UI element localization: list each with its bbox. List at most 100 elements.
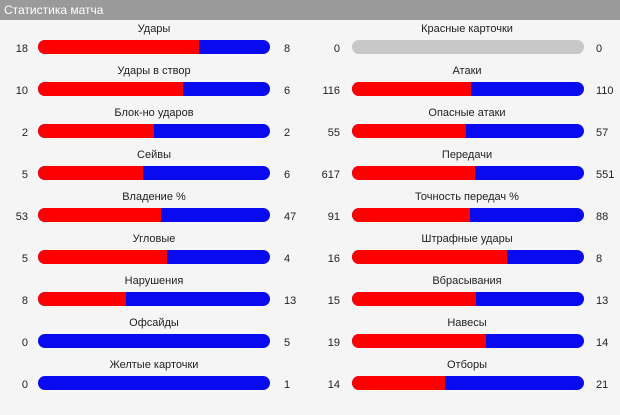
stat-row: Атаки 116 110 — [310, 48, 620, 97]
stat-away-value: 13 — [284, 295, 297, 307]
stat-bar — [352, 208, 584, 222]
stat-away-value: 6 — [284, 85, 291, 97]
stat-away-value: 88 — [596, 211, 609, 223]
stat-bar — [352, 166, 584, 180]
stat-bar — [352, 334, 584, 348]
stat-row: Вбрасывания 15 13 — [310, 258, 620, 307]
stat-away-value: 110 — [596, 85, 614, 97]
stat-bar — [38, 334, 270, 348]
stat-home-value: 0 — [333, 43, 340, 55]
stat-row: Удары 18 8 — [0, 6, 310, 55]
stat-away-value: 47 — [284, 211, 297, 223]
stat-row: Штрафные удары 16 8 — [310, 216, 620, 265]
stat-bar-home-fill — [352, 208, 470, 222]
stat-away-value: 6 — [284, 169, 291, 181]
stat-row: Нарушения 8 13 — [0, 258, 310, 307]
stat-home-value: 0 — [21, 337, 28, 349]
stat-bar — [38, 166, 270, 180]
stat-bar — [38, 208, 270, 222]
stat-away-value: 8 — [596, 253, 603, 265]
stat-bar — [352, 40, 584, 54]
header-title: Статистика матча — [4, 3, 104, 17]
stat-bar-home-fill — [38, 82, 183, 96]
stat-home-value: 0 — [21, 379, 28, 391]
stats-column-left: Удары 18 8 Удары в створ 10 6 Блок-но ударов 2 2… — [0, 20, 310, 415]
stat-bar — [38, 124, 270, 138]
stat-bar-home-fill — [352, 124, 466, 138]
stat-home-value: 53 — [15, 211, 28, 223]
stat-label: Удары — [137, 23, 171, 35]
stat-home-value: 91 — [327, 211, 340, 223]
stat-label: Опасные атаки — [428, 107, 506, 119]
stat-label: Удары в створ — [117, 65, 191, 77]
stat-label: Угловые — [132, 233, 176, 245]
stat-label: Атаки — [452, 65, 482, 77]
match-stats-header: Статистика матча — [0, 0, 620, 20]
stat-home-value: 617 — [321, 169, 340, 181]
stat-row: Угловые 5 4 — [0, 216, 310, 265]
stat-away-value: 551 — [596, 169, 615, 181]
stat-home-value: 19 — [327, 337, 340, 349]
stat-row: Опасные атаки 55 57 — [310, 90, 620, 139]
stat-row: Блок-но ударов 2 2 — [0, 90, 310, 139]
stats-column-right: Красные карточки 0 0 Атаки 116 110 Опасные ата… — [310, 20, 620, 415]
stat-bar-home-fill — [352, 82, 472, 96]
stat-label: Желтые карточки — [109, 359, 199, 371]
stat-bar — [38, 250, 270, 264]
stat-label: Штрафные удары — [421, 233, 513, 245]
stat-home-value: 10 — [15, 85, 28, 97]
stat-away-value: 1 — [284, 379, 291, 391]
stat-away-value: 5 — [284, 337, 291, 349]
stat-bar-home-fill — [38, 208, 161, 222]
stat-away-value: 14 — [596, 337, 609, 349]
stat-bar — [38, 292, 270, 306]
stat-row: Точность передач % 91 88 — [310, 174, 620, 223]
stat-home-value: 18 — [15, 43, 28, 55]
stat-bar-home-fill — [38, 292, 127, 306]
stat-label: Отборы — [446, 359, 488, 371]
stat-home-value: 2 — [21, 127, 28, 139]
stat-bar-home-fill — [352, 250, 507, 264]
stat-label: Сейвы — [137, 149, 171, 161]
stat-label: Блок-но ударов — [114, 107, 194, 119]
stat-label: Вбрасывания — [432, 275, 502, 287]
stat-label: Владение % — [122, 191, 186, 203]
stat-row: Передачи 617 551 — [310, 132, 620, 181]
stat-bar — [352, 376, 584, 390]
stat-label: Нарушения — [124, 275, 184, 287]
stat-row: Удары в створ 10 6 — [0, 48, 310, 97]
stat-home-value: 14 — [327, 379, 340, 391]
stat-bar-home-fill — [352, 292, 477, 306]
stat-bar — [352, 292, 584, 306]
stat-label: Офсайды — [129, 317, 179, 329]
stat-away-value: 57 — [596, 127, 609, 139]
stat-row: Отборы 14 21 — [310, 342, 620, 391]
stat-row: Желтые карточки 0 1 — [0, 342, 310, 391]
stat-bar-home-fill — [38, 40, 199, 54]
stat-away-value: 8 — [284, 43, 291, 55]
stat-row: Навесы 19 14 — [310, 300, 620, 349]
stat-label: Навесы — [447, 317, 487, 329]
stat-away-value: 21 — [596, 379, 609, 391]
stat-bar-home-fill — [38, 124, 154, 138]
stat-bar — [352, 250, 584, 264]
stat-bar — [352, 82, 584, 96]
stat-row: Сейвы 5 6 — [0, 132, 310, 181]
stat-row: Красные карточки 0 0 — [310, 6, 620, 55]
stat-bar-home-fill — [352, 376, 445, 390]
stat-home-value: 15 — [327, 295, 340, 307]
stat-label: Передачи — [441, 149, 493, 161]
stat-away-value: 2 — [284, 127, 291, 139]
stat-bar — [352, 124, 584, 138]
stat-bar — [38, 376, 270, 390]
stat-away-value: 0 — [596, 43, 603, 55]
stat-bar-home-fill — [352, 334, 486, 348]
stat-away-value: 13 — [596, 295, 609, 307]
stat-home-value: 55 — [327, 127, 340, 139]
stat-label: Красные карточки — [421, 23, 513, 35]
stat-label: Точность передач % — [415, 191, 519, 203]
stat-home-value: 8 — [21, 295, 28, 307]
stat-bar — [38, 40, 270, 54]
stat-home-value: 5 — [21, 253, 28, 265]
stat-bar-home-fill — [38, 250, 167, 264]
